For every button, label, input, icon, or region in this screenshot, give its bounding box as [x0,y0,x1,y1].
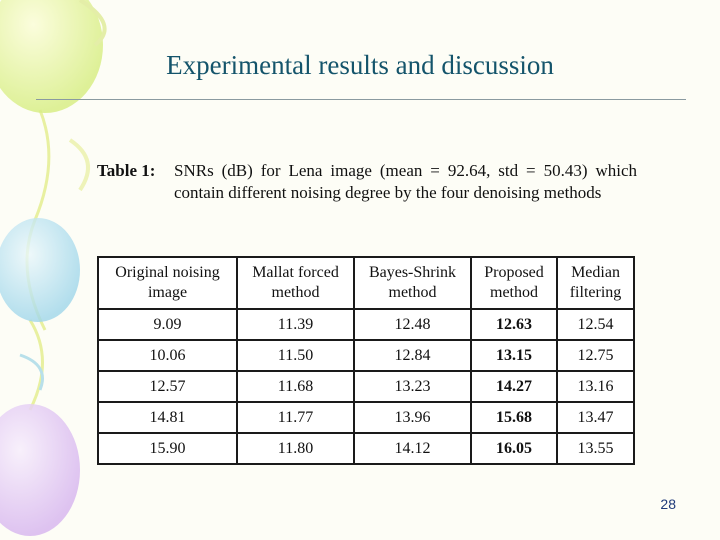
title-divider [36,99,686,100]
table-cell: 12.57 [97,370,238,403]
caption-text: SNRs (dB) for Lena image (mean = 92.64, … [174,161,637,202]
yellow-balloon [0,0,103,113]
table-row: 14.81 11.77 13.96 15.68 13.47 [97,401,635,434]
ribbon-swirl [78,0,107,47]
ribbon-swirl [68,138,90,192]
table-cell: 12.54 [556,308,635,341]
page-number: 28 [660,496,676,512]
table-cell: 11.50 [236,339,355,372]
table-cell: 14.81 [97,401,238,434]
table-cell: 13.23 [353,370,472,403]
slide-title: Experimental results and discussion [166,50,554,80]
table-cell-best: 14.27 [470,370,558,403]
header-proposed: Proposed method [470,256,558,310]
table-row: 10.06 11.50 12.84 13.15 12.75 [97,339,635,372]
table-cell-best: 12.63 [470,308,558,341]
blue-balloon [0,218,80,322]
table-cell-best: 16.05 [470,432,558,465]
header-original-noising: Original noising image [97,256,238,310]
table-cell: 11.68 [236,370,355,403]
table-cell: 13.55 [556,432,635,465]
ribbon-swirl [19,353,44,391]
table-cell: 12.48 [353,308,472,341]
caption-label: Table 1: [97,161,156,180]
table-cell: 9.09 [97,308,238,341]
table-cell: 11.39 [236,308,355,341]
header-mallat-forced: Mallat forced method [236,256,355,310]
header-bayes-shrink: Bayes-Shrink method [353,256,472,310]
table-cell: 10.06 [97,339,238,372]
results-table: Original noising image Mallat forced metho… [97,256,635,465]
table-cell: 14.12 [353,432,472,465]
table-cell: 13.47 [556,401,635,434]
table-caption: Table 1: SNRs (dB) for Lena image (mean … [97,160,637,204]
table-cell: 13.16 [556,370,635,403]
table-row: 9.09 11.39 12.48 12.63 12.54 [97,308,635,341]
table-cell: 11.77 [236,401,355,434]
table-header-row: Original noising image Mallat forced metho… [97,256,635,310]
table-row: 12.57 11.68 13.23 14.27 13.16 [97,370,635,403]
balloon-string [28,319,44,411]
table-cell: 13.96 [353,401,472,434]
table-cell: 11.80 [236,432,355,465]
header-median-filtering: Median filtering [556,256,635,310]
table-cell: 12.75 [556,339,635,372]
table-cell-best: 15.68 [470,401,558,434]
purple-balloon [0,404,80,536]
table-cell: 12.84 [353,339,472,372]
table-cell: 15.90 [97,432,238,465]
table-row: 15.90 11.80 14.12 16.05 13.55 [97,432,635,465]
table-cell-best: 13.15 [470,339,558,372]
